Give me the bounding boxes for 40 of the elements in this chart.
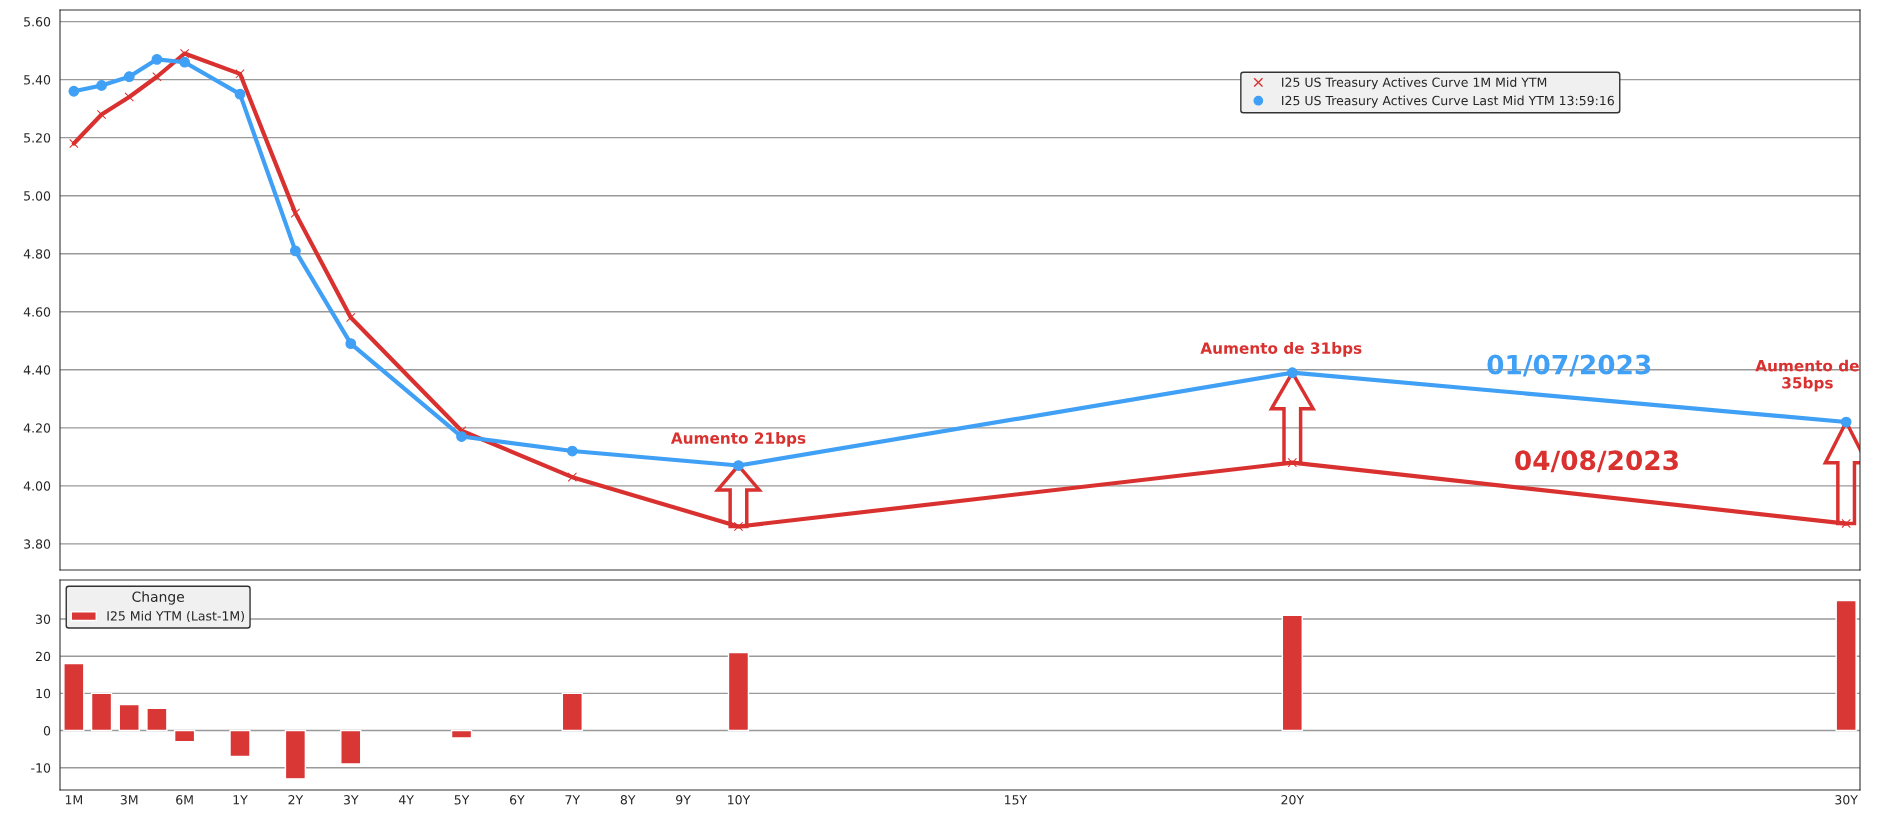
legend-label: I25 Mid YTM (Last-1M) (107, 610, 244, 623)
y-tick-label: 4.20 (23, 423, 51, 433)
y-tick-label: 4.40 (23, 365, 51, 375)
y-tick-label: 4.00 (23, 481, 51, 491)
x-tick-label: 5Y (454, 795, 470, 805)
x-tick-label: 15Y (1004, 795, 1028, 805)
x-tick-label: 4Y (398, 795, 414, 805)
x-tick-label: 30Y (1835, 795, 1858, 805)
y-tick-label: 10 (36, 688, 51, 699)
legend-title: Change (132, 591, 184, 605)
annotation: Aumento 21bps (670, 432, 806, 447)
annotation: 01/07/2023 (1487, 354, 1651, 377)
x-tick-label: 1M (65, 795, 82, 805)
annotation: Aumento de 31bps (1200, 342, 1362, 357)
x-tick-label: 2Y (288, 795, 304, 805)
y-tick-label: 4.80 (23, 249, 51, 259)
x-tick-label: 3Y (343, 795, 359, 805)
x-tick-label: 8Y (620, 795, 636, 805)
annotation: 04/08/2023 (1515, 450, 1678, 473)
annotation: Aumento de 35bps (1755, 359, 1859, 392)
x-tick-label: 6M (176, 795, 193, 805)
y-tick-label: -10 (31, 763, 51, 773)
y-tick-label: 20 (35, 651, 51, 662)
y-tick-label: 0 (43, 726, 51, 736)
legend-label: I25 US Treasury Actives Curve 1M Mid YTM (1282, 77, 1547, 90)
y-tick-label: 4.60 (23, 307, 51, 317)
legend-label: I25 US Treasury Actives Curve Last Mid YTM 13:59:16 (1282, 95, 1614, 108)
x-tick-label: 10Y (728, 795, 751, 805)
y-tick-label: 5.20 (24, 133, 51, 143)
y-tick-label: 5.40 (24, 75, 51, 85)
x-tick-label: 20Y (1281, 795, 1305, 805)
x-tick-label: 6Y (510, 795, 525, 805)
y-tick-label: 30 (36, 614, 51, 624)
x-tick-label: 1Y (233, 795, 248, 805)
y-tick-label: 5.60 (24, 17, 51, 27)
x-tick-label: 7Y (565, 795, 581, 805)
y-tick-label: 3.80 (24, 539, 51, 549)
x-tick-label: 3M (120, 795, 138, 805)
x-tick-label: 9Y (676, 795, 691, 805)
y-tick-label: 5.00 (24, 191, 51, 201)
